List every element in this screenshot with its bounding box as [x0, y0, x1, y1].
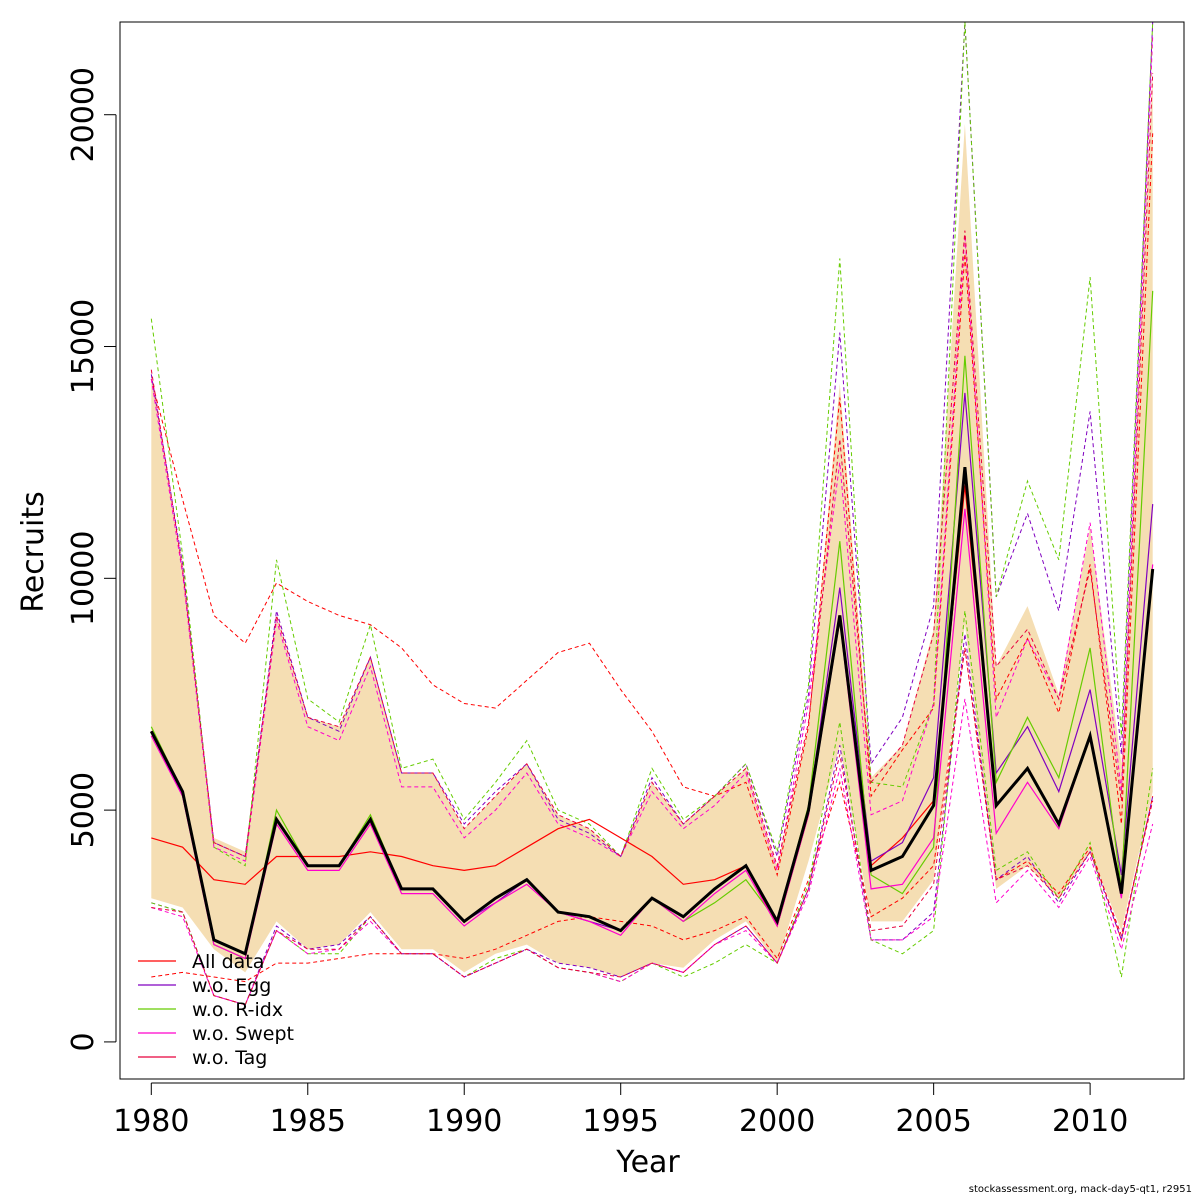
x-axis: 1980 1985 1990 1995 2000 2005 2010 — [113, 1082, 1128, 1139]
series-5-upper-line — [150, 72, 1154, 868]
x-tick-label: 1995 — [583, 1104, 659, 1139]
main-estimate-line — [149, 466, 1155, 956]
series-4-upper-line — [150, 35, 1154, 871]
confidence-band-layer — [151, 68, 1153, 977]
x-tick-label: 1980 — [113, 1104, 189, 1139]
y-tick-label: 10000 — [66, 531, 101, 626]
x-tick-label: 2005 — [895, 1104, 971, 1139]
main-estimate-layer — [149, 466, 1155, 956]
x-axis-title: Year — [615, 1145, 680, 1180]
legend-label: w.o. R-idx — [192, 999, 283, 1021]
series-3-upper-line — [150, 21, 1154, 867]
x-tick-label: 2010 — [1052, 1104, 1128, 1139]
legend-label: w.o. Tag — [192, 1047, 267, 1069]
y-tick-label: 5000 — [66, 772, 101, 848]
series-5-lower-line — [151, 647, 1154, 1006]
footer-credit: stockassessment.org, mack-day5-qt1, r295… — [968, 1184, 1192, 1195]
series-2-lower-line — [151, 633, 1154, 1006]
y-tick-label: 0 — [66, 1032, 101, 1051]
legend-label: All data — [192, 951, 264, 973]
confidence-band — [151, 68, 1153, 977]
legend-label: w.o. Swept — [192, 1023, 294, 1045]
x-tick-label: 1985 — [270, 1104, 346, 1139]
y-tick-label: 15000 — [66, 299, 101, 394]
y-tick-label: 20000 — [66, 67, 101, 162]
x-tick-label: 2000 — [739, 1104, 815, 1139]
series-1-upper-line — [150, 133, 1154, 877]
y-axis: 0 5000 10000 15000 20000 — [66, 67, 117, 1051]
series-4-lower-line — [151, 698, 1154, 1006]
plot-frame — [119, 21, 1185, 1080]
series-2-upper-line — [150, 21, 1154, 859]
series-interval-lines — [150, 21, 1154, 1006]
x-tick-label: 1990 — [426, 1104, 502, 1139]
series-3-lower-line — [151, 610, 1154, 1006]
legend-label: w.o. Egg — [192, 975, 271, 997]
y-axis-title: Recruits — [16, 491, 51, 613]
